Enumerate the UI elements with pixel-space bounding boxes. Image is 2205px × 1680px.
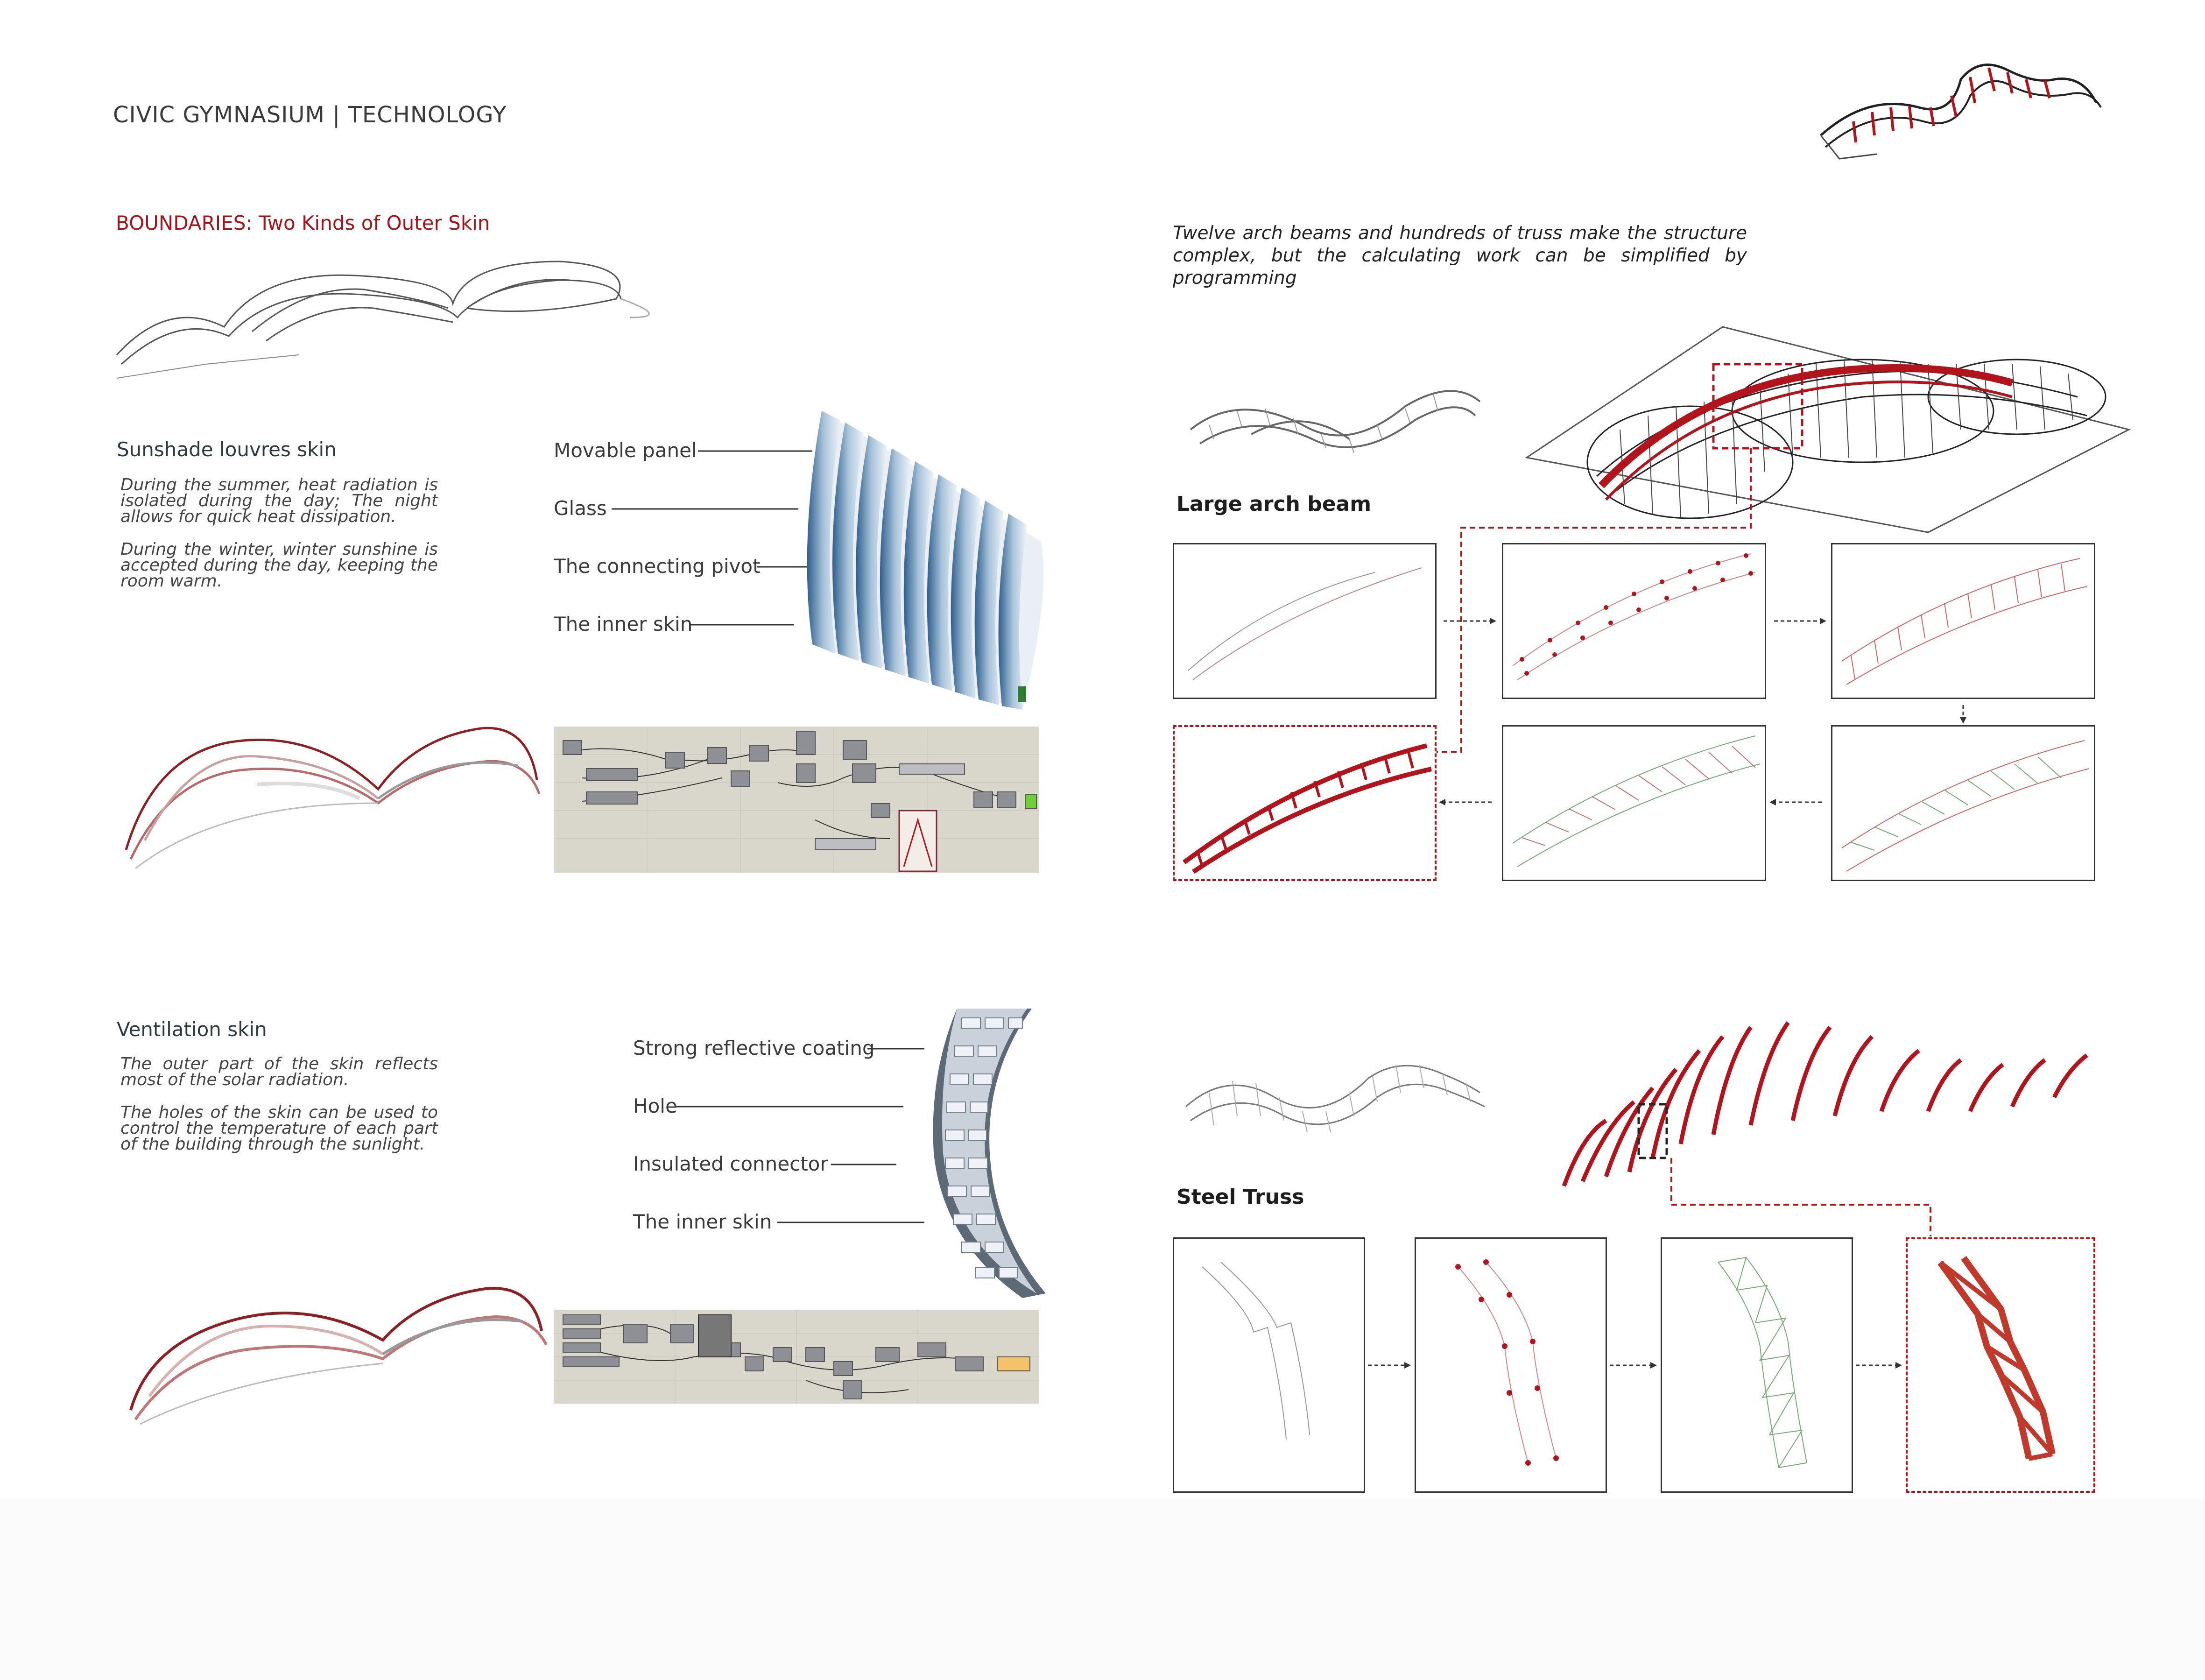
steel-truss-thumbnail	[1185, 1064, 1485, 1133]
sunshade-grasshopper-definition	[554, 727, 1039, 873]
label-glass: Glass	[554, 497, 607, 520]
label-movable-panel: Movable panel	[554, 439, 697, 462]
ventilation-para-1: The outer part of the skin reflects most…	[120, 1054, 438, 1089]
outer-skin-sketch	[116, 261, 650, 379]
steel-truss-render	[1562, 1021, 2088, 1187]
truss-step-1-curves	[1173, 1237, 1365, 1493]
structure-note: Twelve arch beams and hundreds of truss …	[1173, 223, 1747, 289]
steel-truss-heading: Steel Truss	[1176, 1185, 1304, 1209]
arch-structure-render	[1525, 326, 2131, 533]
arch-step-3-members	[1831, 543, 2095, 699]
ventilation-para-2: The holes of the skin can be used to con…	[120, 1103, 438, 1154]
arch-beam-heading: Large arch beam	[1176, 492, 1372, 516]
section-subtitle: BOUNDARIES: Two Kinds of Outer Skin	[116, 212, 490, 234]
arch-step-1-curves	[1173, 543, 1437, 699]
label-reflective-coating: Strong reflective coating	[633, 1037, 875, 1059]
truss-step-3-diagonals	[1661, 1237, 1853, 1493]
arch-step-4-diagonals	[1831, 725, 2095, 881]
ventilation-skin-render	[933, 1009, 1046, 1298]
sunshade-para-2: During the winter, winter sunshine is ac…	[120, 540, 438, 591]
page-title: CIVIC GYMNASIUM | TECHNOLOGY	[113, 102, 507, 128]
label-connecting-pivot: The connecting pivot	[554, 555, 761, 578]
label-hole: Hole	[633, 1094, 677, 1117]
gymnasium-axonometric-thumbnail	[1820, 64, 2102, 160]
sunshade-description: During the summer, heat radiation is iso…	[120, 477, 438, 606]
page-footer	[0, 1499, 2205, 1680]
label-insulated-connector: Insulated connector	[633, 1152, 828, 1175]
sunshade-heading: Sunshade louvres skin	[117, 438, 337, 461]
arch-step-5-bracing	[1502, 725, 1766, 881]
ventilation-skin-render-overview	[129, 1287, 548, 1425]
arch-step-2-points	[1502, 543, 1766, 699]
ventilation-heading: Ventilation skin	[117, 1018, 267, 1041]
ventilation-description: The outer part of the skin reflects most…	[120, 1056, 438, 1169]
ventilation-grasshopper-definition	[554, 1310, 1039, 1404]
label-inner-skin-ventilation: The inner skin	[633, 1210, 772, 1233]
arch-step-6-final-beam	[1173, 725, 1437, 881]
sunshade-skin-render	[125, 727, 541, 869]
truss-step-2-points	[1415, 1237, 1607, 1493]
sunshade-para-1: During the summer, heat radiation is iso…	[120, 475, 438, 526]
label-inner-skin: The inner skin	[554, 613, 693, 635]
arch-beam-thumbnail	[1190, 390, 1481, 453]
truss-step-4-final	[1906, 1237, 2095, 1493]
sunshade-louvre-render	[807, 411, 1043, 710]
